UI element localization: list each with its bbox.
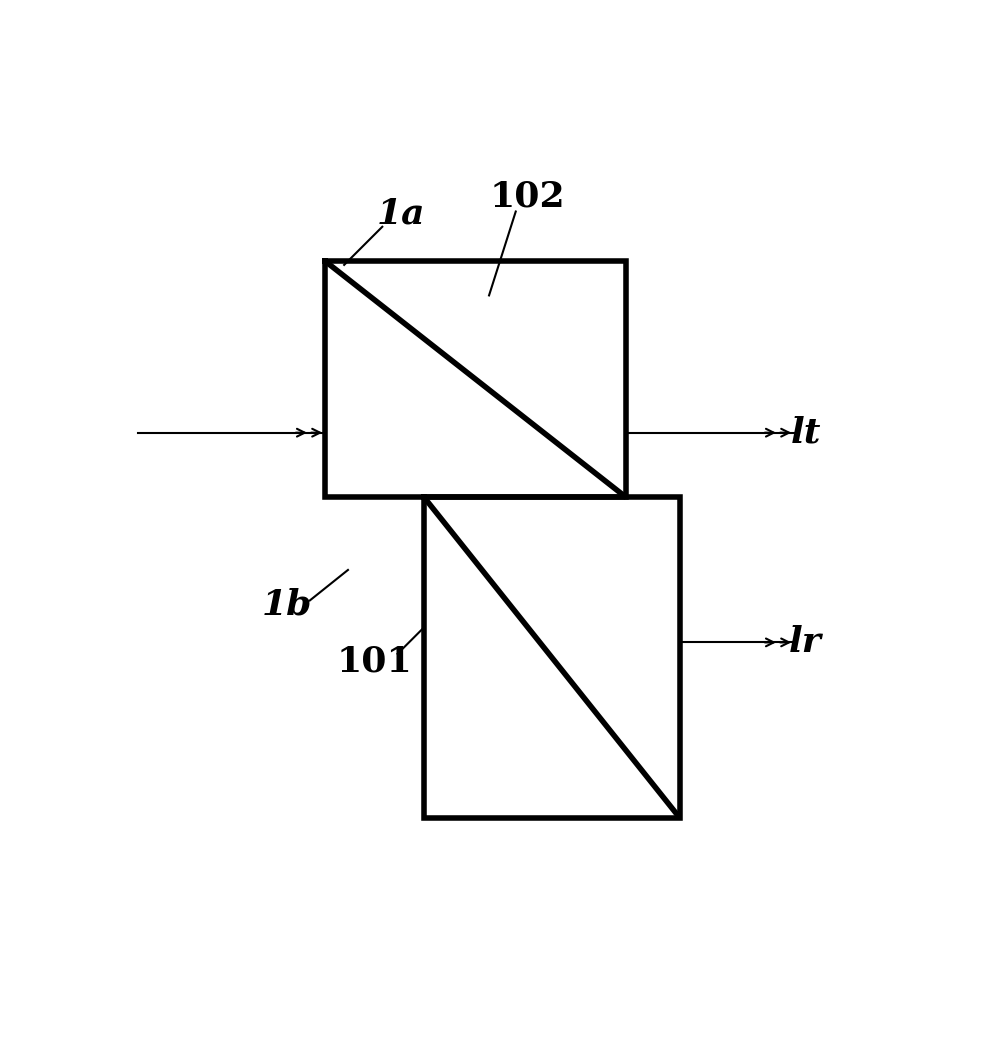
Text: lt: lt [790, 415, 821, 449]
Text: 102: 102 [489, 180, 565, 213]
Text: 101: 101 [337, 645, 412, 679]
Text: lr: lr [789, 625, 822, 659]
Text: 1b: 1b [262, 588, 312, 622]
Text: 1a: 1a [377, 196, 426, 230]
